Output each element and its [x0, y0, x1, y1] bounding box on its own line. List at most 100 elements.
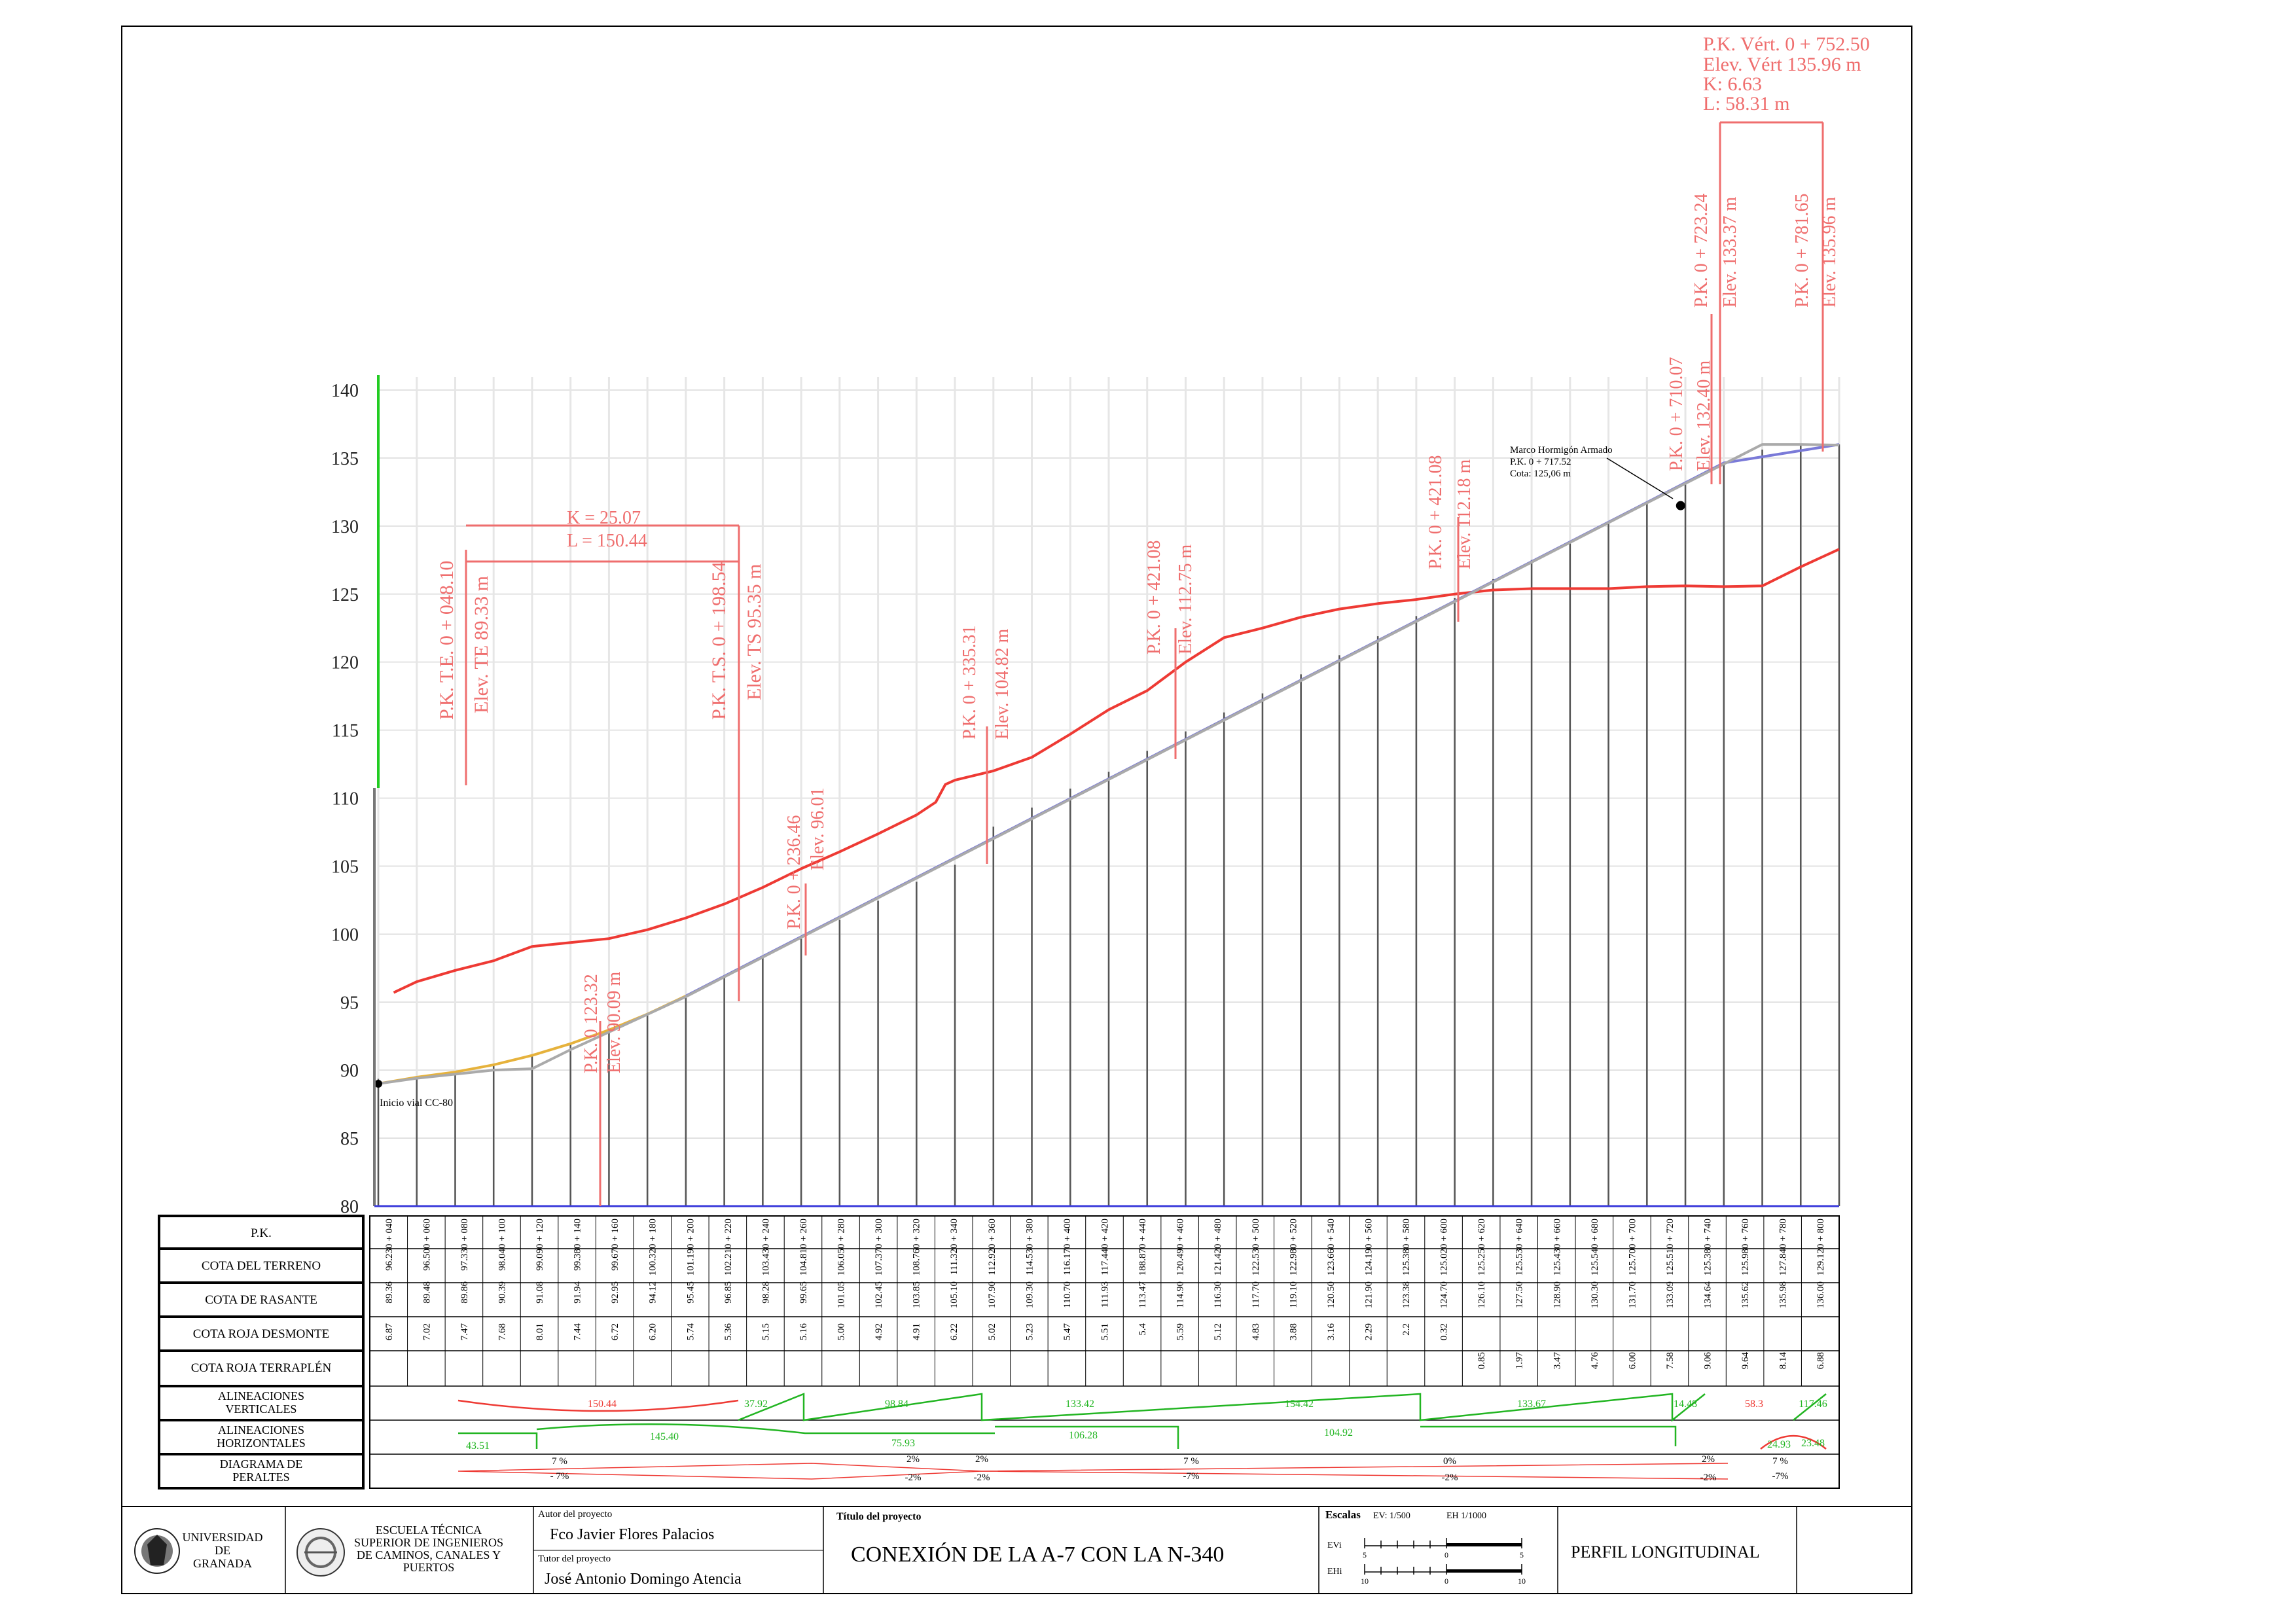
terreno-cell: 125.25 — [1477, 1249, 1487, 1275]
marco-note-1: Marco Hormigón Armado — [1510, 445, 1613, 455]
te-label-a: P.K. T.E. 0 + 048.10 — [436, 561, 457, 720]
pk-cell: 0 + 600 — [1439, 1219, 1450, 1249]
rasante-cell: 101.05 — [836, 1281, 847, 1308]
terreno-cell: 99.09 — [535, 1249, 545, 1271]
rasante-cell: 90.39 — [497, 1281, 507, 1304]
alin-vert-label: 58.3 — [1745, 1399, 1763, 1410]
row-header-label: ALINEACIONES — [218, 1389, 304, 1402]
desmonte-cell: 7.47 — [459, 1323, 470, 1341]
pk-cell: 0 + 620 — [1477, 1219, 1487, 1249]
row-header-label: COTA DE RASANTE — [205, 1293, 317, 1307]
rasante-cell: 136.00 — [1816, 1281, 1826, 1308]
marco-note-2: P.K. 0 + 717.52 — [1510, 457, 1571, 467]
university-crest — [134, 1528, 180, 1574]
rasante-cell: 130.30 — [1590, 1281, 1600, 1308]
rasante-cell: 126.10 — [1477, 1281, 1487, 1308]
school-name-3: DE CAMINOS, CANALES Y — [357, 1548, 501, 1561]
peralte-label: -2% — [974, 1472, 990, 1483]
rasante-cell: 105.10 — [949, 1281, 960, 1308]
peralte-label: 7 % — [1772, 1456, 1788, 1467]
peralte-label: 2% — [1702, 1454, 1715, 1465]
terreno-cell: 102.21 — [723, 1249, 734, 1275]
rasante-cell: 120.50 — [1326, 1281, 1336, 1308]
pk-cell: 0 + 180 — [648, 1219, 658, 1249]
terreno-cell: 123.66 — [1326, 1249, 1336, 1276]
terraplen-cell: 1.97 — [1515, 1352, 1525, 1370]
peralte-label: - 7% — [550, 1471, 569, 1482]
rasante-cell: 89.86 — [459, 1281, 470, 1304]
ev-tick-1: 5 — [1363, 1550, 1367, 1560]
pk-cell: 0 + 720 — [1665, 1219, 1676, 1249]
title-block: UNIVERSIDAD DE GRANADA ESCUELA TÉCNICA S… — [121, 1506, 1912, 1594]
terreno-cell: 121.42 — [1213, 1249, 1223, 1275]
rasante-cell: 98.28 — [761, 1281, 771, 1304]
ev-tick-2: 0 — [1444, 1550, 1448, 1560]
rasante-cell: 127.50 — [1515, 1281, 1525, 1308]
rasante-cell: 111.93 — [1100, 1281, 1111, 1308]
desmonte-cell: 5.00 — [836, 1323, 847, 1340]
eh-tick-2: 0 — [1444, 1577, 1448, 1586]
y-tick-label: 90 — [340, 1061, 359, 1081]
p781-label-a: P.K. 0 + 781.65 — [1792, 194, 1812, 308]
desmonte-cell: 7.68 — [497, 1323, 507, 1340]
pk-cell: 0 + 160 — [610, 1219, 620, 1249]
alin-hor-label: 43.51 — [466, 1440, 490, 1452]
project-title: CONEXIÓN DE LA A-7 CON LA N-340 — [851, 1542, 1224, 1567]
alin-vert-label: 133.42 — [1066, 1399, 1094, 1410]
te-label-b: Elev. TE 89.33 m — [471, 576, 492, 713]
peralte-label: -7% — [1183, 1471, 1200, 1482]
low-label-b: Elev. 90.09 m — [604, 972, 624, 1073]
p723-label-a: P.K. 0 + 723.24 — [1691, 194, 1712, 308]
row-header-label: PERALTES — [232, 1471, 289, 1484]
desmonte-cell: 3.88 — [1288, 1323, 1299, 1340]
peralte-label: 2% — [906, 1454, 920, 1465]
plano-name: PERFIL LONGITUDINAL — [1571, 1543, 1760, 1561]
pk-cell: 0 + 360 — [987, 1219, 997, 1249]
y-tick-label: 95 — [340, 993, 359, 1013]
desmonte-cell: 7.02 — [422, 1323, 432, 1340]
terreno-cell: 106.05 — [836, 1249, 847, 1275]
eh-tick-3: 10 — [1518, 1577, 1526, 1586]
desmonte-cell: 5.23 — [1024, 1323, 1035, 1340]
school-crest — [296, 1528, 345, 1577]
top-label-4: L: 58.31 m — [1703, 93, 1790, 115]
desmonte-cell: 4.83 — [1251, 1323, 1261, 1340]
terreno-cell: 188.87 — [1138, 1249, 1148, 1276]
desmonte-cell: 5.36 — [723, 1323, 734, 1341]
terreno-cell: 125.51 — [1665, 1249, 1676, 1275]
terreno-cell: 96.50 — [422, 1249, 432, 1271]
escalas-label: Escalas — [1325, 1508, 1361, 1521]
autor-name: Fco Javier Flores Palacios — [550, 1526, 714, 1543]
pk-cell: 0 + 580 — [1401, 1219, 1412, 1249]
p421b-label-b: Elev. 112.18 m — [1454, 459, 1475, 569]
chart-series — [374, 443, 1840, 1088]
terraplen-cell: 7.58 — [1665, 1352, 1676, 1369]
pk-cell: 0 + 680 — [1590, 1219, 1600, 1249]
peralte-label: -2% — [1700, 1472, 1717, 1483]
rasante-cell: 91.08 — [535, 1281, 545, 1304]
desmonte-cell: 5.12 — [1213, 1323, 1223, 1340]
profile-chart: 140 135 130 125 120 115 110 105 100 95 90 85 80 — [331, 375, 1840, 1217]
row-header-label: COTA DEL TERRENO — [202, 1259, 321, 1273]
peralte-label: -7% — [1772, 1471, 1789, 1482]
ev-tick-3: 5 — [1520, 1550, 1524, 1560]
alin-hor-label: 106.28 — [1069, 1430, 1098, 1441]
terreno-cell: 122.53 — [1251, 1249, 1261, 1275]
pk-cell: 0 + 040 — [384, 1219, 395, 1249]
terreno-cell: 98.04 — [497, 1249, 507, 1271]
university-name-1: UNIVERSIDAD — [183, 1531, 263, 1544]
p781-label-b: Elev. 135.96 m — [1820, 197, 1840, 308]
eh-scale: EH 1/1000 — [1446, 1511, 1486, 1521]
p710-label-a: P.K. 0 + 710.07 — [1666, 357, 1687, 471]
k-label-1: K = 25.07 — [567, 508, 641, 528]
start-point — [374, 1079, 382, 1088]
terreno-cell: 125.02 — [1439, 1249, 1450, 1275]
terreno-cell: 100.32 — [648, 1249, 658, 1275]
p335-label-b: Elev. 104.82 m — [992, 629, 1013, 740]
y-tick-label: 110 — [332, 789, 359, 810]
pk-cell: 0 + 140 — [573, 1219, 583, 1249]
rasante-cell: 135.98 — [1778, 1281, 1789, 1308]
rasante-cell: 91.94 — [573, 1281, 583, 1304]
terraplen-cell: 8.14 — [1778, 1352, 1789, 1370]
pk-cell: 0 + 280 — [836, 1219, 847, 1249]
